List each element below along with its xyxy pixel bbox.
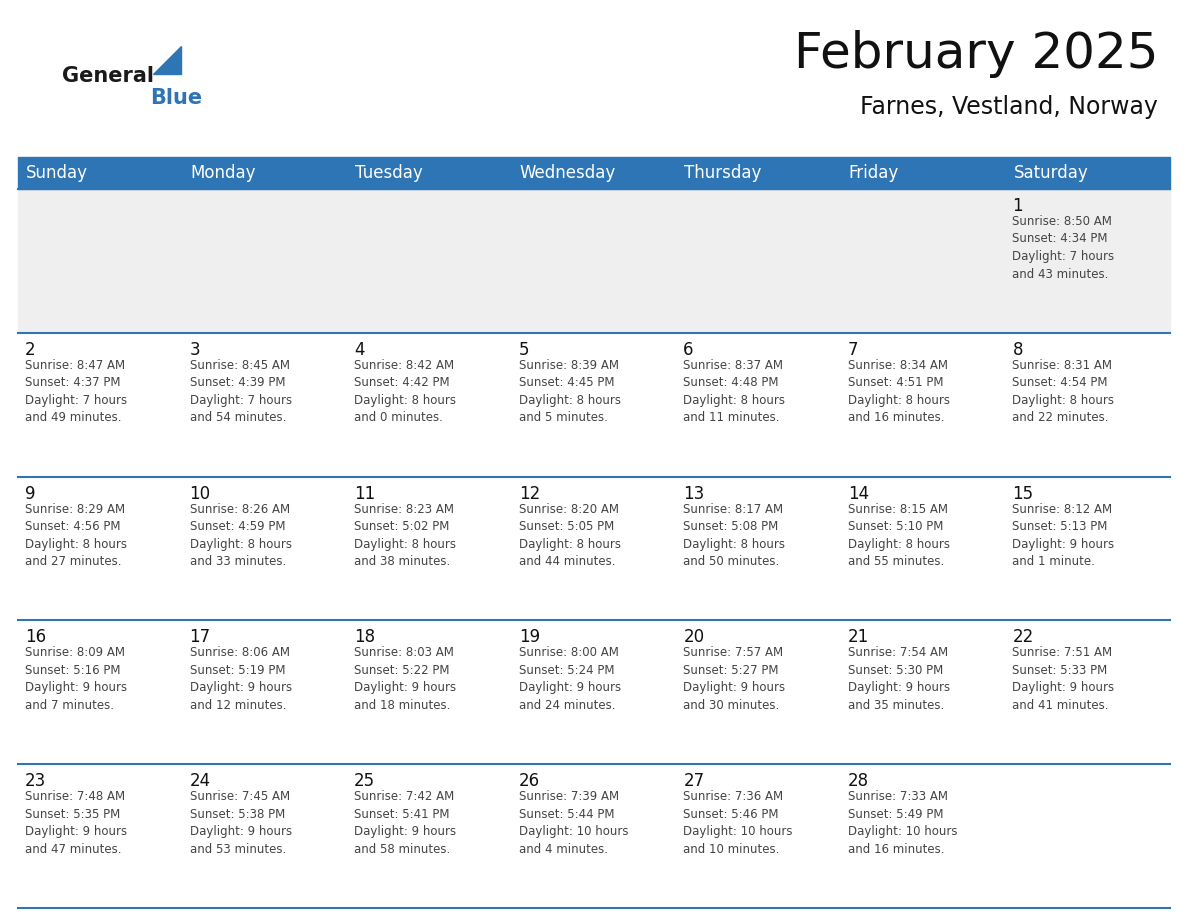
Text: 6: 6 [683, 341, 694, 359]
Polygon shape [153, 46, 181, 74]
Text: 8: 8 [1012, 341, 1023, 359]
Text: Sunrise: 8:26 AM
Sunset: 4:59 PM
Daylight: 8 hours
and 33 minutes.: Sunrise: 8:26 AM Sunset: 4:59 PM Dayligh… [190, 502, 291, 568]
Text: Sunrise: 8:47 AM
Sunset: 4:37 PM
Daylight: 7 hours
and 49 minutes.: Sunrise: 8:47 AM Sunset: 4:37 PM Dayligh… [25, 359, 127, 424]
Text: Sunrise: 8:20 AM
Sunset: 5:05 PM
Daylight: 8 hours
and 44 minutes.: Sunrise: 8:20 AM Sunset: 5:05 PM Dayligh… [519, 502, 620, 568]
Text: Blue: Blue [150, 88, 202, 108]
Text: Sunrise: 8:34 AM
Sunset: 4:51 PM
Daylight: 8 hours
and 16 minutes.: Sunrise: 8:34 AM Sunset: 4:51 PM Dayligh… [848, 359, 950, 424]
Text: 2: 2 [25, 341, 36, 359]
Text: February 2025: February 2025 [794, 30, 1158, 78]
Text: 18: 18 [354, 629, 375, 646]
Text: Sunrise: 8:15 AM
Sunset: 5:10 PM
Daylight: 8 hours
and 55 minutes.: Sunrise: 8:15 AM Sunset: 5:10 PM Dayligh… [848, 502, 950, 568]
Text: 15: 15 [1012, 485, 1034, 502]
Text: 3: 3 [190, 341, 201, 359]
Text: Sunrise: 8:23 AM
Sunset: 5:02 PM
Daylight: 8 hours
and 38 minutes.: Sunrise: 8:23 AM Sunset: 5:02 PM Dayligh… [354, 502, 456, 568]
Text: 26: 26 [519, 772, 539, 790]
Text: 20: 20 [683, 629, 704, 646]
Text: Sunrise: 8:09 AM
Sunset: 5:16 PM
Daylight: 9 hours
and 7 minutes.: Sunrise: 8:09 AM Sunset: 5:16 PM Dayligh… [25, 646, 127, 711]
Text: 25: 25 [354, 772, 375, 790]
Text: Sunrise: 7:57 AM
Sunset: 5:27 PM
Daylight: 9 hours
and 30 minutes.: Sunrise: 7:57 AM Sunset: 5:27 PM Dayligh… [683, 646, 785, 711]
Bar [18, 157, 1170, 189]
Text: Friday: Friday [849, 164, 899, 182]
Text: 22: 22 [1012, 629, 1034, 646]
Text: Sunrise: 8:12 AM
Sunset: 5:13 PM
Daylight: 9 hours
and 1 minute.: Sunrise: 8:12 AM Sunset: 5:13 PM Dayligh… [1012, 502, 1114, 568]
Text: 24: 24 [190, 772, 210, 790]
Text: Sunrise: 8:31 AM
Sunset: 4:54 PM
Daylight: 8 hours
and 22 minutes.: Sunrise: 8:31 AM Sunset: 4:54 PM Dayligh… [1012, 359, 1114, 424]
Text: Saturday: Saturday [1013, 164, 1088, 182]
Text: Tuesday: Tuesday [355, 164, 423, 182]
Text: Sunrise: 8:37 AM
Sunset: 4:48 PM
Daylight: 8 hours
and 11 minutes.: Sunrise: 8:37 AM Sunset: 4:48 PM Dayligh… [683, 359, 785, 424]
Text: Monday: Monday [190, 164, 257, 182]
Text: Sunrise: 8:03 AM
Sunset: 5:22 PM
Daylight: 9 hours
and 18 minutes.: Sunrise: 8:03 AM Sunset: 5:22 PM Dayligh… [354, 646, 456, 711]
Bar [18, 333, 1170, 476]
Text: Thursday: Thursday [684, 164, 762, 182]
Text: 7: 7 [848, 341, 859, 359]
Text: General: General [62, 66, 154, 86]
Text: 28: 28 [848, 772, 868, 790]
Text: Sunrise: 8:17 AM
Sunset: 5:08 PM
Daylight: 8 hours
and 50 minutes.: Sunrise: 8:17 AM Sunset: 5:08 PM Dayligh… [683, 502, 785, 568]
Text: 5: 5 [519, 341, 529, 359]
Text: Sunrise: 7:33 AM
Sunset: 5:49 PM
Daylight: 10 hours
and 16 minutes.: Sunrise: 7:33 AM Sunset: 5:49 PM Dayligh… [848, 790, 958, 856]
Text: 12: 12 [519, 485, 541, 502]
Text: Sunrise: 7:48 AM
Sunset: 5:35 PM
Daylight: 9 hours
and 47 minutes.: Sunrise: 7:48 AM Sunset: 5:35 PM Dayligh… [25, 790, 127, 856]
Text: Farnes, Vestland, Norway: Farnes, Vestland, Norway [860, 95, 1158, 119]
Bar [18, 764, 1170, 908]
Bar [18, 189, 1170, 333]
Text: 23: 23 [25, 772, 46, 790]
Text: Sunrise: 8:45 AM
Sunset: 4:39 PM
Daylight: 7 hours
and 54 minutes.: Sunrise: 8:45 AM Sunset: 4:39 PM Dayligh… [190, 359, 292, 424]
Text: Sunrise: 8:50 AM
Sunset: 4:34 PM
Daylight: 7 hours
and 43 minutes.: Sunrise: 8:50 AM Sunset: 4:34 PM Dayligh… [1012, 215, 1114, 281]
Text: Sunrise: 8:39 AM
Sunset: 4:45 PM
Daylight: 8 hours
and 5 minutes.: Sunrise: 8:39 AM Sunset: 4:45 PM Dayligh… [519, 359, 620, 424]
Text: Sunrise: 8:06 AM
Sunset: 5:19 PM
Daylight: 9 hours
and 12 minutes.: Sunrise: 8:06 AM Sunset: 5:19 PM Dayligh… [190, 646, 292, 711]
Text: 16: 16 [25, 629, 46, 646]
Text: Sunrise: 8:42 AM
Sunset: 4:42 PM
Daylight: 8 hours
and 0 minutes.: Sunrise: 8:42 AM Sunset: 4:42 PM Dayligh… [354, 359, 456, 424]
Text: Sunrise: 7:45 AM
Sunset: 5:38 PM
Daylight: 9 hours
and 53 minutes.: Sunrise: 7:45 AM Sunset: 5:38 PM Dayligh… [190, 790, 292, 856]
Text: 10: 10 [190, 485, 210, 502]
Bar [18, 621, 1170, 764]
Text: 27: 27 [683, 772, 704, 790]
Text: Sunrise: 8:00 AM
Sunset: 5:24 PM
Daylight: 9 hours
and 24 minutes.: Sunrise: 8:00 AM Sunset: 5:24 PM Dayligh… [519, 646, 621, 711]
Bar [18, 476, 1170, 621]
Text: 4: 4 [354, 341, 365, 359]
Text: 13: 13 [683, 485, 704, 502]
Text: Sunrise: 7:42 AM
Sunset: 5:41 PM
Daylight: 9 hours
and 58 minutes.: Sunrise: 7:42 AM Sunset: 5:41 PM Dayligh… [354, 790, 456, 856]
Text: 19: 19 [519, 629, 539, 646]
Text: 17: 17 [190, 629, 210, 646]
Text: 9: 9 [25, 485, 36, 502]
Text: 14: 14 [848, 485, 868, 502]
Text: Sunday: Sunday [26, 164, 88, 182]
Text: 11: 11 [354, 485, 375, 502]
Text: Sunrise: 7:51 AM
Sunset: 5:33 PM
Daylight: 9 hours
and 41 minutes.: Sunrise: 7:51 AM Sunset: 5:33 PM Dayligh… [1012, 646, 1114, 711]
Text: 21: 21 [848, 629, 870, 646]
Text: Sunrise: 7:36 AM
Sunset: 5:46 PM
Daylight: 10 hours
and 10 minutes.: Sunrise: 7:36 AM Sunset: 5:46 PM Dayligh… [683, 790, 792, 856]
Text: Wednesday: Wednesday [519, 164, 615, 182]
Text: Sunrise: 8:29 AM
Sunset: 4:56 PM
Daylight: 8 hours
and 27 minutes.: Sunrise: 8:29 AM Sunset: 4:56 PM Dayligh… [25, 502, 127, 568]
Text: Sunrise: 7:54 AM
Sunset: 5:30 PM
Daylight: 9 hours
and 35 minutes.: Sunrise: 7:54 AM Sunset: 5:30 PM Dayligh… [848, 646, 950, 711]
Text: Sunrise: 7:39 AM
Sunset: 5:44 PM
Daylight: 10 hours
and 4 minutes.: Sunrise: 7:39 AM Sunset: 5:44 PM Dayligh… [519, 790, 628, 856]
Text: 1: 1 [1012, 197, 1023, 215]
